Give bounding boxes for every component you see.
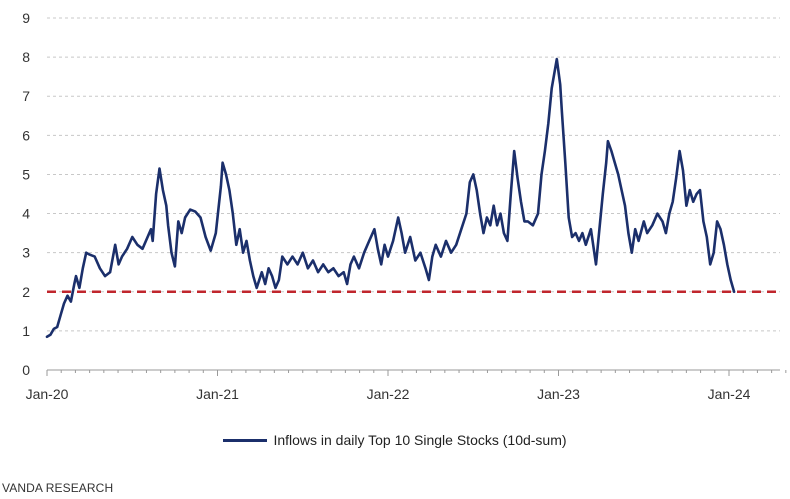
y-tick-label: 7 (22, 88, 30, 104)
legend: Inflows in daily Top 10 Single Stocks (1… (0, 430, 790, 450)
x-tick-label: Jan-23 (537, 386, 580, 402)
x-tick-label: Jan-22 (367, 386, 410, 402)
source-credit: VANDA RESEARCH (2, 481, 114, 495)
y-tick-label: 0 (22, 362, 30, 378)
x-tick-label: Jan-24 (708, 386, 751, 402)
y-tick-label: 9 (22, 10, 30, 26)
y-tick-label: 2 (22, 284, 30, 300)
gridlines (47, 17, 780, 332)
y-tick-label: 8 (22, 49, 30, 65)
y-tick-label: 4 (22, 206, 30, 222)
y-tick-label: 5 (22, 166, 30, 182)
series-line (45, 57, 736, 339)
legend-label: Inflows in daily Top 10 Single Stocks (1… (273, 432, 567, 448)
legend-swatch (223, 438, 268, 442)
y-tick-label: 6 (22, 127, 30, 143)
series-group (45, 57, 736, 339)
axes: 0 1 2 3 4 5 6 7 8 9 Jan-20 Jan-21 Jan-22 Jan-23 Jan-24 (22, 10, 787, 402)
y-tick-label: 1 (22, 323, 30, 339)
y-tick-label: 3 (22, 245, 30, 261)
x-tick-label: Jan-20 (26, 386, 69, 402)
line-chart: 0 1 2 3 4 5 6 7 8 9 Jan-20 Jan-21 Jan-22 Jan-23 Jan-24 (22, 10, 787, 402)
x-tick-label: Jan-21 (196, 386, 239, 402)
